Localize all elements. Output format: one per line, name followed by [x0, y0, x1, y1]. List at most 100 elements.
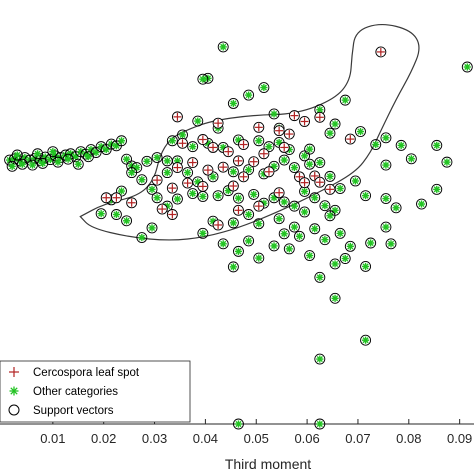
data-point-other	[192, 115, 204, 127]
data-point-cercospora	[100, 192, 112, 204]
data-point-other	[62, 153, 74, 165]
data-point-cercospora	[258, 148, 270, 160]
data-point-other	[304, 158, 316, 170]
data-point-other	[441, 156, 453, 168]
data-point-other	[217, 41, 229, 53]
data-point-cercospora	[222, 146, 234, 158]
data-point-other	[227, 98, 239, 109]
data-point-other	[151, 152, 163, 163]
data-point-cercospora	[166, 209, 178, 220]
data-point-other	[385, 238, 397, 250]
data-point-other	[82, 151, 94, 163]
data-point-cercospora	[171, 162, 183, 174]
data-point-cercospora	[278, 142, 290, 153]
data-point-other	[126, 167, 138, 179]
data-point-other	[283, 243, 295, 255]
data-point-other	[243, 89, 255, 101]
data-point-other	[273, 213, 285, 225]
data-point-other	[309, 223, 321, 235]
data-point-other	[334, 227, 346, 239]
data-point-other	[72, 158, 84, 170]
data-point-cercospora	[177, 137, 188, 149]
data-point-other	[243, 235, 255, 247]
data-point-other	[329, 118, 341, 130]
data-point-other	[243, 209, 255, 220]
data-point-other	[390, 202, 402, 214]
data-point-other	[233, 192, 244, 204]
data-point-cercospora	[156, 203, 168, 215]
data-point-other	[334, 183, 346, 194]
data-point-cercospora	[253, 200, 265, 212]
data-point-other	[304, 143, 316, 155]
data-point-other	[207, 171, 219, 183]
x-tick-labels: 0.01 0.02 0.03 0.04 0.05 0.06 0.07 0.08 0.09	[40, 431, 472, 446]
data-point-other	[314, 353, 326, 365]
data-point-other	[278, 196, 290, 208]
data-point-other	[324, 170, 336, 182]
data-point-other	[309, 192, 321, 204]
data-point-other	[141, 155, 153, 167]
x-tick-label: 0.06	[294, 431, 319, 446]
data-point-other	[182, 167, 194, 179]
data-point-other	[52, 156, 64, 168]
data-point-cercospora	[207, 142, 219, 153]
data-point-other	[161, 155, 173, 167]
data-point-other	[227, 217, 239, 229]
data-point-cercospora	[171, 111, 183, 123]
data-point-cercospora	[202, 164, 214, 176]
data-point-other	[405, 153, 417, 165]
data-point-other	[299, 206, 311, 218]
data-point-cercospora	[217, 161, 229, 173]
data-point-other	[344, 240, 356, 252]
data-point-cercospora	[238, 171, 249, 183]
data-point-other	[121, 153, 133, 165]
data-point-other	[243, 164, 255, 176]
data-point-other	[416, 198, 427, 210]
x-tick-label: 0.05	[244, 431, 269, 446]
data-point-other	[227, 166, 239, 178]
data-point-other	[187, 141, 199, 153]
data-point-other	[27, 159, 38, 171]
data-point-other	[324, 127, 336, 139]
legend-marker-plus	[9, 367, 19, 377]
data-point-other	[32, 148, 44, 160]
data-point-cercospora	[248, 156, 260, 168]
data-point-cercospora	[110, 192, 122, 204]
data-point-other	[233, 245, 244, 257]
data-point-cercospora	[314, 111, 326, 123]
legend-box	[0, 360, 191, 423]
data-point-other	[319, 234, 331, 246]
data-point-other	[299, 186, 311, 197]
x-axis-label: Third moment	[225, 456, 311, 472]
data-point-other	[90, 147, 102, 158]
legend-item-cercospora: Cercospora leaf spot	[9, 367, 140, 379]
x-axis-ticks	[52, 419, 461, 424]
data-point-cercospora	[273, 187, 285, 199]
data-point-cercospora	[238, 139, 249, 150]
data-point-other	[110, 209, 122, 220]
data-point-other	[304, 250, 316, 262]
data-point-other	[146, 222, 158, 234]
legend-label-support: Support vectors	[33, 405, 114, 417]
data-point-other	[171, 193, 183, 205]
data-point-other	[187, 188, 199, 200]
data-point-other	[355, 126, 366, 137]
data-point-other	[197, 73, 209, 85]
data-point-other	[294, 230, 305, 242]
data-point-other	[431, 183, 443, 195]
data-point-cercospora	[197, 180, 209, 192]
data-point-other	[197, 227, 209, 239]
x-tick-label: 0.01	[40, 431, 65, 446]
data-point-other	[329, 292, 341, 304]
data-point-other	[263, 141, 275, 153]
data-point-cercospora	[375, 46, 387, 58]
data-point-other	[431, 139, 443, 151]
x-tick-label: 0.09	[447, 431, 472, 446]
data-point-other	[248, 188, 260, 200]
data-point-cercospora	[187, 157, 199, 168]
plot-area	[0, 23, 474, 430]
data-point-other	[217, 238, 229, 250]
data-point-other	[116, 135, 127, 147]
data-point-other	[349, 175, 361, 187]
data-point-other	[395, 139, 407, 151]
